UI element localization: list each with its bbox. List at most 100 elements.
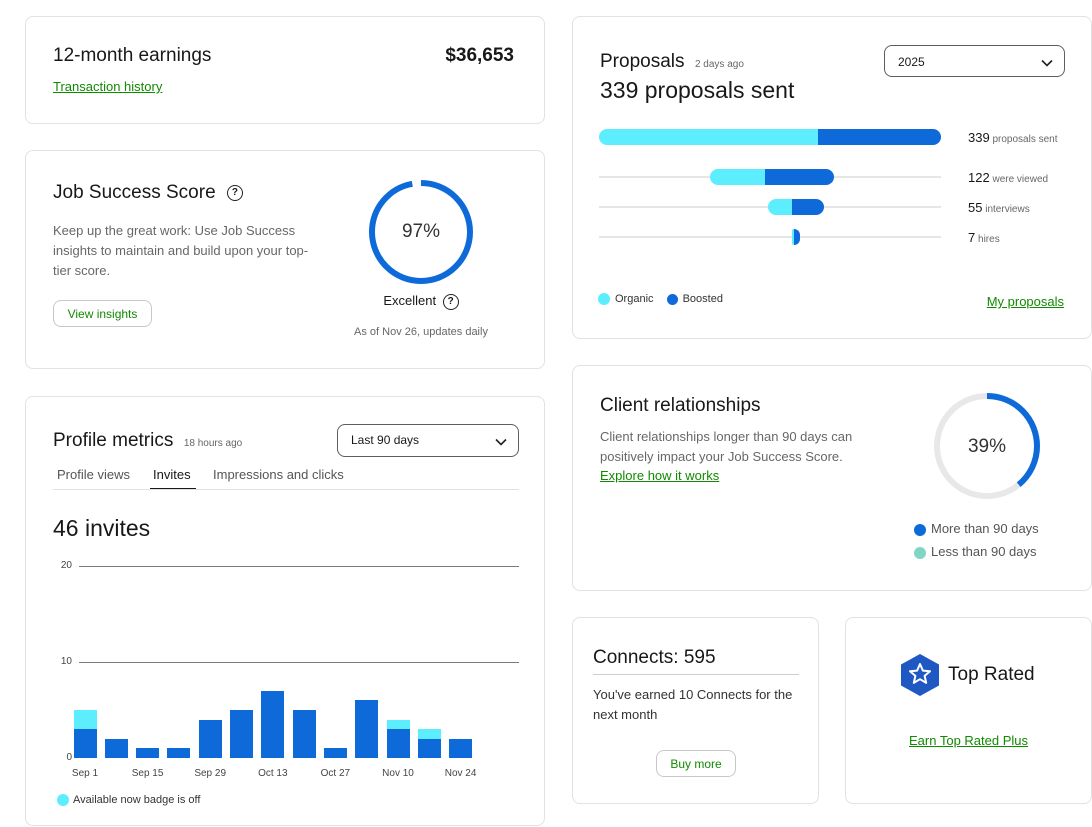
chart-bar-available (417, 729, 441, 739)
chart-bar-available (73, 710, 97, 730)
funnel-bar-organic (792, 229, 795, 245)
chart-bar (449, 738, 473, 758)
top-rated-title: Top Rated (948, 664, 1035, 685)
client-relationships-percent: 39% (967, 436, 1007, 457)
proposals-card: Proposals 2 days ago 339 proposals sent … (572, 16, 1092, 339)
earnings-amount: $36,653 (445, 45, 514, 66)
chart-legend: Available now badge is off (57, 794, 201, 807)
tab-profile-views[interactable]: Profile views (57, 467, 130, 482)
transaction-history-link[interactable]: Transaction history (53, 79, 163, 94)
range-select[interactable]: Last 90 days (337, 424, 519, 457)
earnings-title: 12-month earnings (53, 45, 212, 66)
tab-impressions-and-clicks[interactable]: Impressions and clicks (213, 467, 344, 482)
x-tick-label: Sep 29 (194, 768, 227, 779)
chevron-down-icon (495, 438, 507, 446)
job-success-gauge (369, 180, 473, 284)
job-success-title-row: Job Success Score ? (53, 182, 243, 204)
funnel-bar-organic (710, 169, 765, 185)
chart-bar (198, 719, 222, 758)
proposals-headline: 339 proposals sent (600, 77, 795, 103)
connects-description: You've earned 10 Connects for the next m… (593, 687, 793, 722)
funnel-label: 339 proposals sent (968, 128, 1078, 150)
job-success-card: Job Success Score ? Keep up the great wo… (25, 150, 545, 369)
legend-boosted-label: Boosted (682, 293, 723, 305)
chart-bar (355, 700, 379, 758)
job-success-description: Keep up the great work: Use Job Success … (53, 223, 309, 278)
explore-how-it-works-link[interactable]: Explore how it works (600, 468, 720, 483)
legend-available-dot (57, 794, 69, 807)
funnel-count: 339 (968, 130, 990, 145)
top-rated-card: Top Rated Earn Top Rated Plus (845, 617, 1092, 804)
funnel-label: 55 interviews (968, 198, 1078, 220)
funnel-track (599, 236, 941, 238)
y-tick-label: 10 (60, 656, 72, 667)
chart-bar (104, 738, 128, 758)
chart-bar (167, 748, 191, 758)
proposals-title-row: Proposals 2 days ago (600, 51, 744, 73)
y-tick-label: 20 (60, 560, 72, 571)
x-tick-label: Nov 10 (382, 768, 414, 779)
chart-bar (73, 729, 97, 758)
legend-organic-label: Organic (615, 293, 654, 305)
my-proposals-link[interactable]: My proposals (986, 294, 1064, 309)
funnel-bar-boosted (764, 169, 834, 185)
gridline (79, 566, 519, 567)
y-tick-label: 0 (66, 752, 72, 763)
tabs-divider (53, 489, 519, 490)
chart-bar (417, 738, 441, 758)
funnel-count: 7 (968, 230, 976, 245)
chevron-down-icon (1041, 59, 1053, 67)
chart-bar (230, 710, 253, 758)
funnel-caption: proposals sent (989, 134, 1058, 145)
profile-metrics-title-row: Profile metrics 18 hours ago (53, 430, 242, 452)
funnel-bar-boosted (794, 229, 800, 245)
client-relationships-description: Client relationships longer than 90 days… (600, 429, 853, 464)
chart-bar (323, 748, 347, 758)
client-relationships-title: Client relationships (600, 395, 761, 416)
tab-invites[interactable]: Invites (153, 467, 191, 482)
legend-organic-dot (598, 293, 610, 306)
funnel-label: 7 hires (968, 228, 1078, 250)
help-icon[interactable]: ? (226, 184, 243, 201)
legend-less-row: Less than 90 days (914, 544, 1037, 559)
connects-divider (593, 674, 799, 675)
legend-more-label: More than 90 days (931, 521, 1039, 536)
gridline (79, 662, 519, 663)
job-success-updated: As of Nov 26, updates daily (354, 326, 488, 338)
chart-bar (292, 710, 316, 758)
chart-bar (136, 748, 160, 758)
rating-help-icon[interactable]: ? (442, 293, 459, 310)
legend-boosted-dot (666, 293, 678, 305)
funnel-caption: hires (975, 234, 1000, 245)
legend-less-label: Less than 90 days (931, 544, 1037, 559)
buy-more-button[interactable]: Buy more (656, 750, 736, 777)
funnel-count: 55 (968, 200, 983, 215)
top-rated-badge-icon (901, 654, 939, 696)
x-tick-label: Nov 24 (444, 768, 477, 779)
funnel-label: 122 were viewed (968, 168, 1078, 190)
year-select[interactable]: 2025 (884, 45, 1065, 77)
proposals-age: 2 days ago (694, 59, 744, 70)
x-tick-label: Sep 15 (131, 768, 164, 779)
connects-card: Connects: 595 You've earned 10 Connects … (572, 617, 819, 804)
profile-metrics-title: Profile metrics (53, 430, 174, 451)
legend-available-label: Available now badge is off (73, 794, 201, 806)
funnel-caption: interviews (982, 204, 1030, 215)
x-tick-label: Oct 13 (258, 768, 288, 779)
funnel-bar-boosted (792, 199, 824, 215)
job-success-score: 97% (401, 221, 441, 242)
funnel-bar-organic (768, 199, 793, 215)
legend-more-row: More than 90 days (914, 521, 1039, 536)
invites-chart: 20 10 0 Sep 1 Sep 15 Sep 29 Oct 13 Oct 27 Nov 10… (26, 397, 546, 827)
year-select-value: 2025 (898, 55, 925, 69)
legend-more-dot (914, 523, 926, 536)
view-insights-button[interactable]: View insights (53, 300, 152, 327)
invites-headline: 46 invites (53, 515, 151, 541)
earn-top-rated-plus-link[interactable]: Earn Top Rated Plus (909, 733, 1028, 748)
earnings-card: 12-month earnings $36,653 Transaction hi… (25, 16, 545, 124)
funnel-bar-organic (599, 129, 818, 145)
job-success-rating: Excellent (383, 293, 437, 308)
legend-less-dot (914, 546, 926, 559)
connects-title: Connects: 595 (593, 647, 716, 668)
chart-bar (386, 729, 410, 758)
